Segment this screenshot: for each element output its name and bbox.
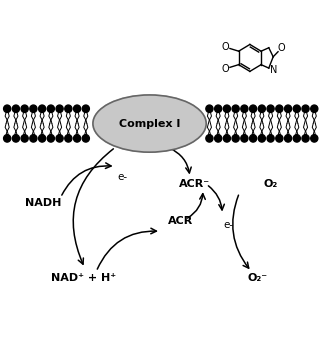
Circle shape — [293, 135, 300, 142]
Circle shape — [232, 105, 239, 113]
Circle shape — [21, 135, 28, 142]
Circle shape — [214, 105, 222, 113]
Circle shape — [82, 135, 89, 142]
Text: O₂: O₂ — [264, 179, 278, 189]
Circle shape — [39, 135, 46, 142]
Text: e-: e- — [224, 220, 234, 230]
Circle shape — [12, 135, 20, 142]
Circle shape — [241, 135, 248, 142]
Circle shape — [223, 105, 230, 113]
Text: O: O — [222, 42, 229, 52]
Text: ACR: ACR — [168, 216, 193, 226]
Text: Complex I: Complex I — [119, 119, 180, 128]
Circle shape — [206, 105, 213, 113]
Circle shape — [12, 105, 20, 113]
Circle shape — [276, 135, 283, 142]
Text: NADH: NADH — [25, 198, 61, 208]
Circle shape — [30, 135, 37, 142]
Text: N: N — [270, 65, 277, 75]
Circle shape — [56, 105, 63, 113]
Circle shape — [65, 135, 72, 142]
Circle shape — [73, 105, 81, 113]
Circle shape — [4, 105, 11, 113]
Circle shape — [302, 105, 309, 113]
Circle shape — [258, 135, 266, 142]
Circle shape — [284, 105, 292, 113]
Circle shape — [73, 135, 81, 142]
Circle shape — [39, 105, 46, 113]
Text: NAD⁺ + H⁺: NAD⁺ + H⁺ — [51, 273, 116, 283]
Circle shape — [82, 105, 89, 113]
Text: O₂⁻: O₂⁻ — [248, 273, 268, 283]
Circle shape — [293, 105, 300, 113]
Circle shape — [47, 105, 54, 113]
Circle shape — [30, 105, 37, 113]
Circle shape — [267, 105, 274, 113]
Circle shape — [214, 135, 222, 142]
Circle shape — [311, 105, 318, 113]
Ellipse shape — [93, 95, 206, 152]
Circle shape — [267, 135, 274, 142]
Circle shape — [241, 105, 248, 113]
Circle shape — [4, 135, 11, 142]
Circle shape — [223, 135, 230, 142]
Circle shape — [232, 135, 239, 142]
Circle shape — [250, 105, 257, 113]
Text: O: O — [222, 64, 229, 74]
Circle shape — [65, 105, 72, 113]
Circle shape — [47, 135, 54, 142]
Circle shape — [258, 105, 266, 113]
Circle shape — [311, 135, 318, 142]
Circle shape — [302, 135, 309, 142]
Circle shape — [250, 135, 257, 142]
Circle shape — [206, 135, 213, 142]
Text: O: O — [278, 43, 285, 53]
Circle shape — [56, 135, 63, 142]
Text: ACR⁻: ACR⁻ — [179, 179, 210, 189]
Circle shape — [21, 105, 28, 113]
Text: e-: e- — [117, 172, 127, 183]
Circle shape — [276, 105, 283, 113]
Circle shape — [284, 135, 292, 142]
